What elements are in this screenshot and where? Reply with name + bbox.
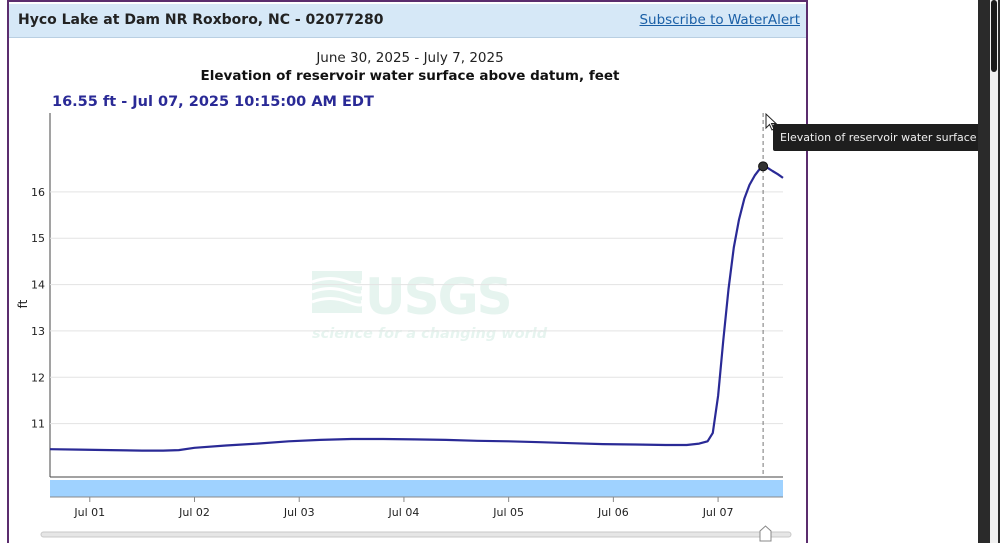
page-scrollbar[interactable] bbox=[978, 0, 1000, 543]
y-axis-label: ft bbox=[16, 299, 30, 308]
page-scrollbar-thumb[interactable] bbox=[991, 0, 997, 72]
x-tick-label: Jul 01 bbox=[73, 506, 105, 519]
page-scrollbar-track[interactable] bbox=[990, 0, 998, 543]
y-tick-label: 16 bbox=[31, 186, 45, 199]
x-tick-label: Jul 04 bbox=[388, 506, 420, 519]
navigator-band[interactable] bbox=[50, 480, 783, 497]
card-header: Hyco Lake at Dam NR Roxboro, NC - 020772… bbox=[9, 4, 806, 38]
value-readout: 16.55 ft - Jul 07, 2025 10:15:00 AM EDT bbox=[52, 94, 374, 110]
y-tick-label: 13 bbox=[31, 325, 45, 338]
y-tick-label: 15 bbox=[31, 232, 45, 245]
usgs-watermark: USGS science for a changing world bbox=[311, 268, 548, 342]
site-title: Hyco Lake at Dam NR Roxboro, NC - 020772… bbox=[18, 12, 384, 28]
x-tick-label: Jul 02 bbox=[178, 506, 210, 519]
usgs-logo-text: USGS bbox=[365, 268, 511, 326]
x-tick-label: Jul 05 bbox=[492, 506, 524, 519]
usgs-tagline: science for a changing world bbox=[312, 326, 548, 342]
graph-card: Hyco Lake at Dam NR Roxboro, NC - 020772… bbox=[7, 0, 808, 543]
range-slider-track[interactable] bbox=[40, 531, 792, 538]
chart-subtitle: June 30, 2025 - July 7, 2025 bbox=[315, 50, 503, 66]
chart-title: Elevation of reservoir water surface abo… bbox=[201, 68, 620, 84]
y-tick-label: 14 bbox=[31, 279, 45, 292]
x-tick-label: Jul 07 bbox=[702, 506, 734, 519]
y-tick-label: 11 bbox=[31, 418, 45, 431]
subscribe-wateralert-link[interactable]: Subscribe to WaterAlert bbox=[639, 12, 800, 28]
series-tooltip: Elevation of reservoir water surface abo… bbox=[773, 124, 1000, 151]
hydrograph-chart[interactable]: June 30, 2025 - July 7, 2025 Elevation o… bbox=[0, 0, 978, 543]
x-tick-label: Jul 06 bbox=[597, 506, 629, 519]
series-line-elevation bbox=[49, 165, 784, 452]
x-tick-labels: Jul 01 Jul 02 Jul 03 Jul 04 Jul 05 Jul 06 Jul … bbox=[73, 497, 733, 519]
cursor-point bbox=[758, 161, 769, 172]
y-gridlines bbox=[50, 191, 783, 425]
range-slider[interactable] bbox=[40, 525, 792, 542]
x-tick-label: Jul 03 bbox=[283, 506, 315, 519]
usgs-wave-icon bbox=[311, 271, 365, 313]
y-tick-label: 12 bbox=[31, 371, 45, 384]
y-tick-labels: 11 12 13 14 15 16 bbox=[31, 186, 45, 431]
range-slider-handle[interactable] bbox=[759, 525, 772, 542]
